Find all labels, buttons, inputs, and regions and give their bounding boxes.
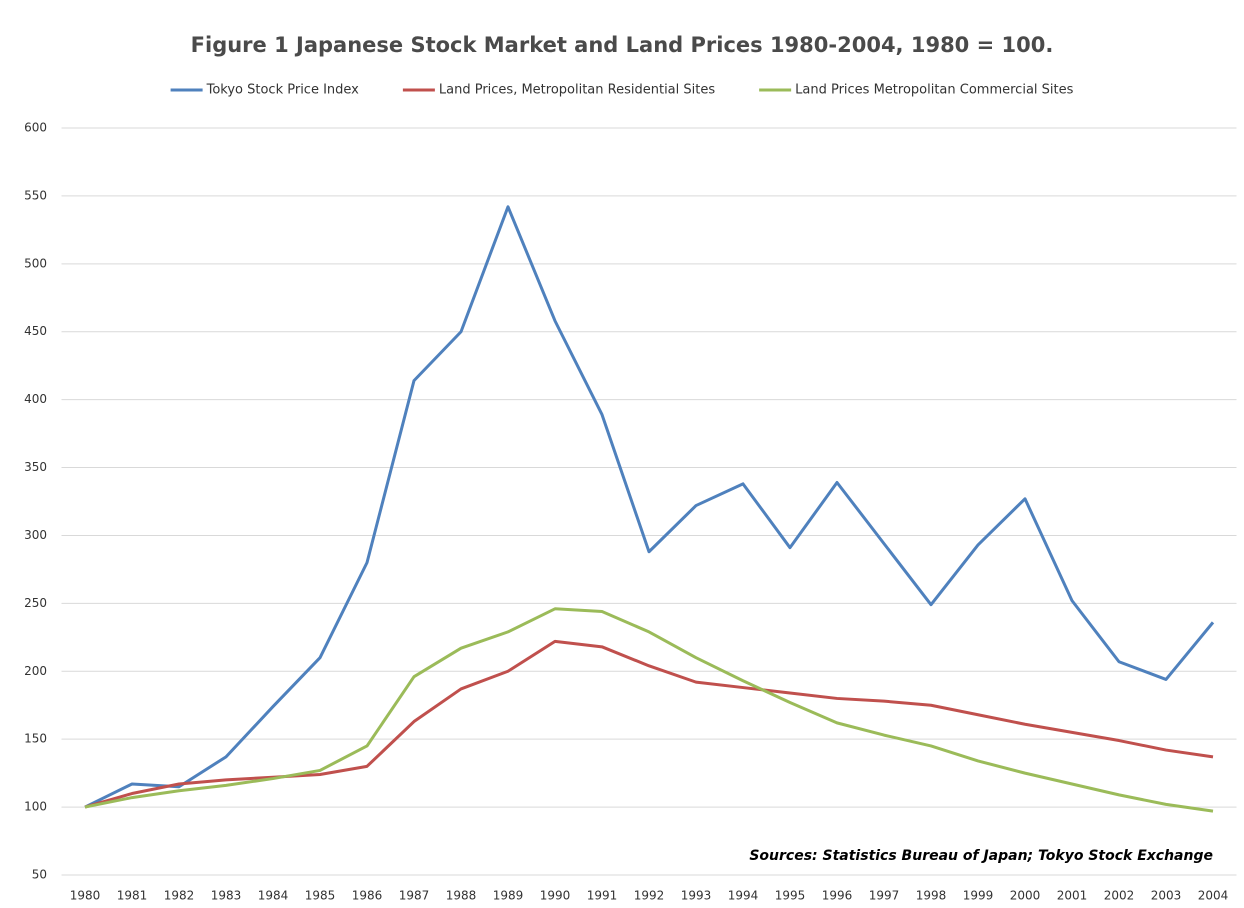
x-tick-label: 1993: [681, 889, 712, 903]
x-tick-label: 1999: [963, 889, 994, 903]
x-tick-label: 2004: [1198, 889, 1229, 903]
y-tick-label: 100: [24, 800, 47, 814]
x-tick-label: 2000: [1010, 889, 1041, 903]
x-tick-label: 1987: [399, 889, 430, 903]
y-tick-label: 300: [24, 528, 47, 542]
legend-label: Land Prices, Metropolitan Residential Si…: [439, 83, 715, 98]
legend-label: Tokyo Stock Price Index: [206, 83, 360, 98]
annotation: Sources: Statistics Bureau of Japan; Tok…: [749, 848, 1213, 864]
x-tick-label: 1988: [446, 889, 477, 903]
x-tick-label: 1981: [117, 889, 148, 903]
x-tick-label: 1990: [540, 889, 571, 903]
x-tick-label: 2001: [1057, 889, 1088, 903]
x-tick-label: 1984: [258, 889, 289, 903]
x-tick-label: 1998: [916, 889, 947, 903]
x-tick-label: 1996: [822, 889, 853, 903]
legend-label: Land Prices Metropolitan Commercial Site…: [795, 83, 1073, 98]
x-tick-label: 1997: [869, 889, 900, 903]
x-tick-label: 1986: [352, 889, 383, 903]
x-tick-label: 1980: [70, 889, 101, 903]
chart-title: Figure 1 Japanese Stock Market and Land …: [191, 33, 1054, 57]
series-line: [84, 607, 1214, 813]
x-tick-label: 1992: [634, 889, 665, 903]
x-tick-label: 1994: [728, 889, 759, 903]
x-tick-label: 1985: [305, 889, 336, 903]
x-tick-label: 1991: [587, 889, 618, 903]
y-tick-label: 600: [24, 121, 47, 135]
y-tick-label: 400: [24, 392, 47, 406]
y-tick-label: 50: [32, 868, 47, 882]
series-line: [84, 205, 1215, 809]
y-tick-label: 250: [24, 596, 47, 610]
x-tick-label: 1995: [775, 889, 806, 903]
x-tick-label: 1982: [164, 889, 195, 903]
x-tick-label: 1989: [493, 889, 524, 903]
y-tick-label: 200: [24, 664, 47, 678]
y-tick-label: 150: [24, 732, 47, 746]
x-tick-label: 2002: [1104, 889, 1135, 903]
y-tick-label: 450: [24, 324, 47, 338]
x-tick-label: 1983: [211, 889, 242, 903]
y-tick-label: 350: [24, 460, 47, 474]
y-tick-label: 500: [24, 256, 47, 270]
x-tick-label: 2003: [1151, 889, 1182, 903]
y-tick-label: 550: [24, 188, 47, 202]
